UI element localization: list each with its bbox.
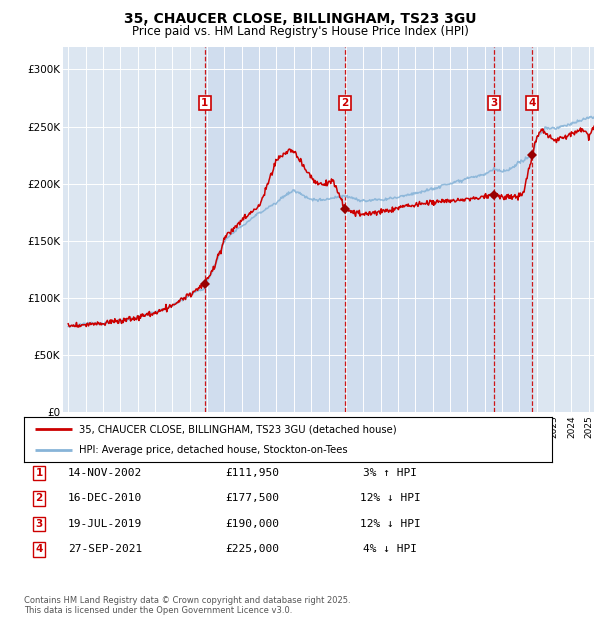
Text: 16-DEC-2010: 16-DEC-2010	[68, 494, 142, 503]
Text: 3% ↑ HPI: 3% ↑ HPI	[363, 468, 417, 478]
Text: Price paid vs. HM Land Registry's House Price Index (HPI): Price paid vs. HM Land Registry's House …	[131, 25, 469, 38]
Text: 35, CHAUCER CLOSE, BILLINGHAM, TS23 3GU (detached house): 35, CHAUCER CLOSE, BILLINGHAM, TS23 3GU …	[79, 424, 397, 435]
Text: £190,000: £190,000	[225, 519, 279, 529]
Text: £225,000: £225,000	[225, 544, 279, 554]
Text: 4: 4	[529, 98, 536, 108]
Text: 35, CHAUCER CLOSE, BILLINGHAM, TS23 3GU: 35, CHAUCER CLOSE, BILLINGHAM, TS23 3GU	[124, 12, 476, 27]
Text: 4% ↓ HPI: 4% ↓ HPI	[363, 544, 417, 554]
Text: 12% ↓ HPI: 12% ↓ HPI	[359, 519, 421, 529]
Text: 12% ↓ HPI: 12% ↓ HPI	[359, 494, 421, 503]
Text: 1: 1	[35, 468, 43, 478]
Text: £177,500: £177,500	[225, 494, 279, 503]
Text: 27-SEP-2021: 27-SEP-2021	[68, 544, 142, 554]
Text: 4: 4	[35, 544, 43, 554]
Text: Contains HM Land Registry data © Crown copyright and database right 2025.
This d: Contains HM Land Registry data © Crown c…	[24, 596, 350, 615]
Text: 1: 1	[201, 98, 208, 108]
Text: 2: 2	[35, 494, 43, 503]
Text: 2: 2	[341, 98, 349, 108]
Text: 19-JUL-2019: 19-JUL-2019	[68, 519, 142, 529]
Text: HPI: Average price, detached house, Stockton-on-Tees: HPI: Average price, detached house, Stoc…	[79, 445, 348, 455]
Text: £111,950: £111,950	[225, 468, 279, 478]
Text: 14-NOV-2002: 14-NOV-2002	[68, 468, 142, 478]
Bar	[205, 46, 532, 412]
Text: 3: 3	[35, 519, 43, 529]
Text: 3: 3	[490, 98, 497, 108]
